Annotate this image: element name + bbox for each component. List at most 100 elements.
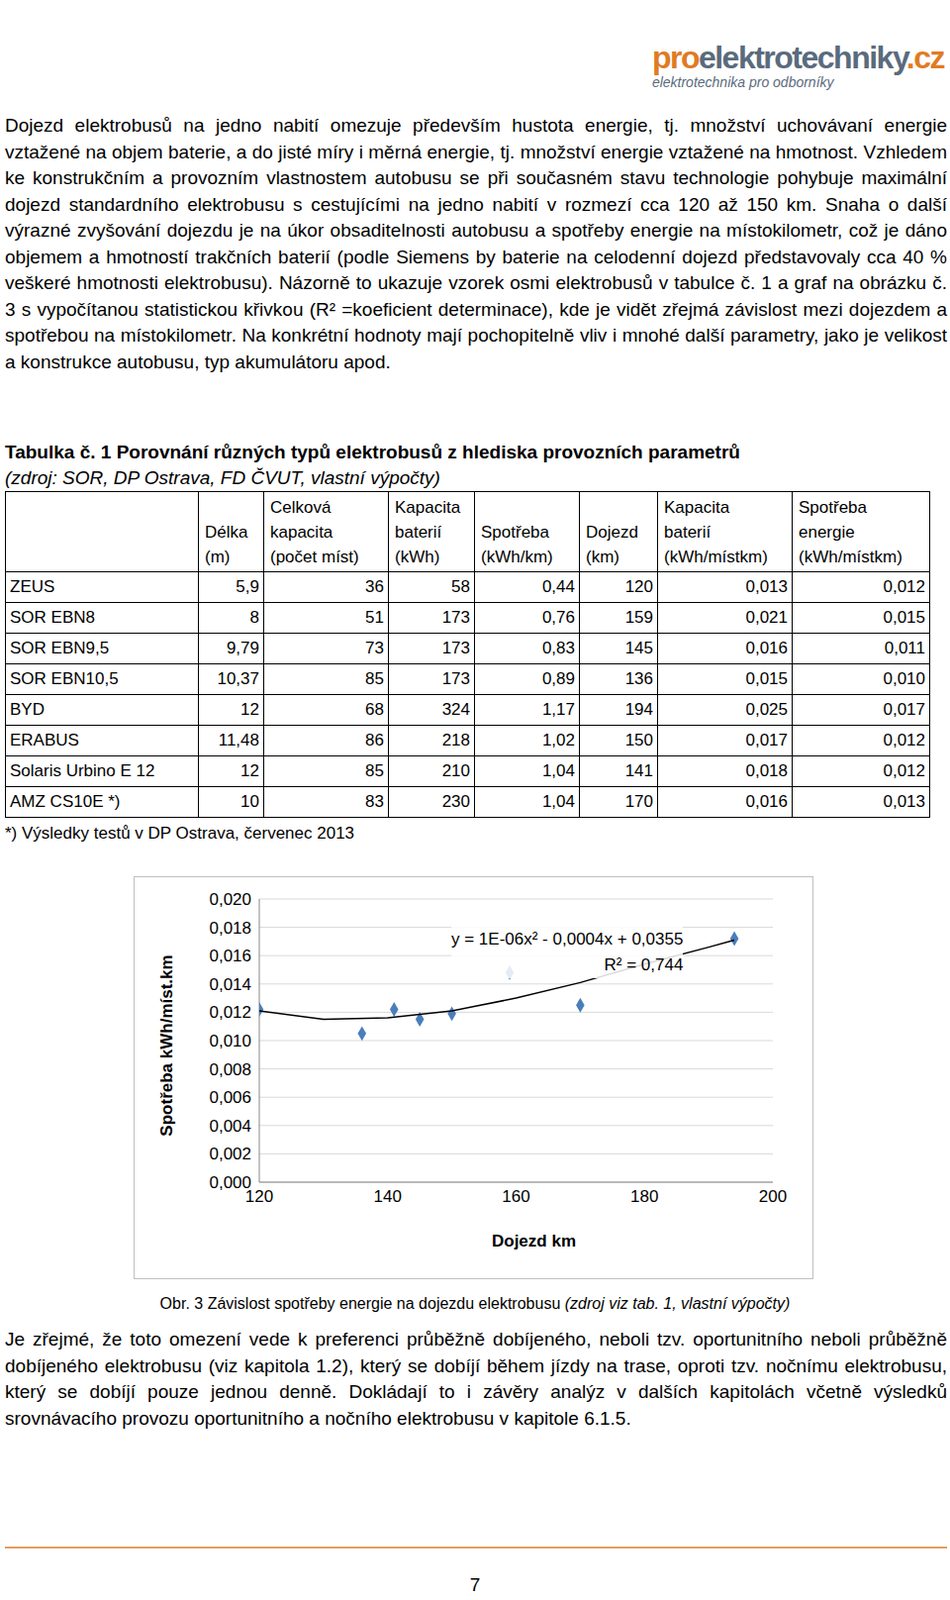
- svg-text:0,006: 0,006: [208, 1087, 252, 1107]
- html-text:(počet míst): (počet míst): [270, 547, 360, 567]
- html-text:y = 1E-06x² - 0,0004x + 0,0355: y = 1E-06x² - 0,0004x + 0,0355: [451, 929, 684, 949]
- html-text:*) Výsledky testů v DP Ostrava: *) Výsledky testů v DP Ostrava, červenec…: [4, 823, 355, 843]
- html-text:(m): (m): [204, 547, 231, 567]
- html-text:51: 51: [365, 607, 384, 627]
- html-text:Spotřeba: Spotřeba: [798, 497, 867, 517]
- html-text:173: 173: [441, 607, 471, 627]
- html-text:0,012: 0,012: [883, 576, 926, 596]
- html-text:210: 210: [441, 760, 471, 780]
- html-text:1,02: 1,02: [542, 730, 575, 750]
- html-text:SOR EBN8: SOR EBN8: [9, 607, 95, 627]
- html-text:0,011: 0,011: [884, 638, 926, 658]
- html-text:0,017: 0,017: [745, 730, 788, 750]
- html-text:Tabulka č. 1 Porovnání různých: Tabulka č. 1 Porovnání různých typů elek…: [4, 441, 741, 463]
- html-text:5,9: 5,9: [235, 576, 260, 596]
- html-text:0,017: 0,017: [883, 699, 926, 719]
- html-text:Dojezd: Dojezd: [585, 522, 639, 542]
- html-text:230: 230: [441, 791, 471, 811]
- html-text:12: 12: [240, 760, 260, 780]
- svg-text:0,008: 0,008: [208, 1059, 252, 1079]
- html-text:11,48: 11,48: [218, 730, 260, 750]
- html-text:145: 145: [625, 638, 654, 658]
- html-text:ZEUS: ZEUS: [9, 576, 55, 596]
- html-text:1,04: 1,04: [542, 760, 575, 780]
- html-text:(kWh/km): (kWh/km): [480, 547, 553, 567]
- html-text:baterií: baterií: [664, 522, 711, 542]
- html-text:Kapacita: Kapacita: [664, 497, 730, 517]
- html-text:9,79: 9,79: [226, 638, 260, 658]
- html-text:0,015: 0,015: [883, 607, 926, 627]
- html-text:12: 12: [240, 699, 260, 719]
- html-text:Dojezd elektrobusů na jedno na: Dojezd elektrobusů na jedno nabití omezu…: [4, 114, 948, 372]
- html-text:0,021: 0,021: [745, 607, 788, 627]
- html-text:Spotřeba: Spotřeba: [480, 522, 550, 542]
- html-text:36: 36: [365, 576, 384, 596]
- html-text:0,016: 0,016: [745, 638, 788, 658]
- html-text:1,04: 1,04: [542, 791, 575, 811]
- html-text:0,018: 0,018: [745, 760, 788, 780]
- html-text:pro elektrotechniky.cz: pro elektrotechniky.cz: [652, 39, 945, 76]
- svg-text:120: 120: [245, 1186, 274, 1206]
- html-text:0,012: 0,012: [883, 760, 926, 780]
- svg-text:0,012: 0,012: [208, 1002, 252, 1022]
- html-text:Délka: Délka: [204, 522, 248, 542]
- svg-text:160: 160: [501, 1186, 530, 1206]
- html-text:0,013: 0,013: [883, 791, 926, 811]
- html-text:173: 173: [441, 638, 471, 658]
- html-text:141: 141: [625, 760, 654, 780]
- html-text:10,37: 10,37: [217, 668, 260, 688]
- html-text:Celková: Celková: [270, 497, 331, 517]
- html-text:194: 194: [625, 699, 654, 719]
- html-text:(kWh/místkm): (kWh/místkm): [798, 547, 903, 567]
- svg-text:0,004: 0,004: [208, 1116, 252, 1136]
- html-text:BYD: BYD: [9, 699, 45, 719]
- html-text:energie: energie: [798, 522, 855, 542]
- html-text:Kapacita: Kapacita: [394, 497, 461, 517]
- html-text:324: 324: [441, 699, 471, 719]
- html-text:ERABUS: ERABUS: [9, 730, 80, 750]
- html-text:0,44: 0,44: [542, 576, 575, 596]
- svg-text:140: 140: [374, 1186, 402, 1206]
- html-text:159: 159: [625, 607, 654, 627]
- html-text:0,010: 0,010: [883, 668, 926, 688]
- html-text:SOR EBN10,5: SOR EBN10,5: [9, 668, 119, 688]
- html-text:(zdroj: SOR, DP Ostrava, FD ČV: (zdroj: SOR, DP Ostrava, FD ČVUT, vlastn…: [4, 467, 441, 488]
- html-text:218: 218: [441, 730, 471, 750]
- html-text:0,83: 0,83: [542, 638, 575, 658]
- svg-text:200: 200: [759, 1186, 787, 1206]
- html-text:Solaris Urbino E 12: Solaris Urbino E 12: [9, 760, 155, 780]
- html-text:1,17: 1,17: [542, 699, 575, 719]
- html-text:(kWh/místkm): (kWh/místkm): [664, 547, 768, 567]
- html-text:10: 10: [240, 791, 260, 811]
- html-text:0,013: 0,013: [745, 576, 788, 596]
- svg-text:0,018: 0,018: [208, 918, 252, 938]
- html-text:0,76: 0,76: [542, 607, 575, 627]
- svg-text:Spotřeba kWh/míst.km: Spotřeba kWh/míst.km: [157, 953, 177, 1136]
- svg-text:0,000: 0,000: [208, 1172, 252, 1192]
- html-text:0,016: 0,016: [745, 791, 788, 811]
- html-text:0,012: 0,012: [883, 730, 926, 750]
- html-text:0,025: 0,025: [745, 699, 788, 719]
- html-text:170: 170: [625, 791, 654, 811]
- html-text:kapacita: kapacita: [270, 522, 333, 542]
- svg-text:0,014: 0,014: [208, 974, 252, 994]
- svg-text:0,002: 0,002: [208, 1143, 252, 1163]
- html-text:AMZ CS10E *): AMZ CS10E *): [9, 791, 121, 811]
- html-text:(km): (km): [585, 547, 620, 567]
- html-text:Je zřejmé, že toto omezení ved: Je zřejmé, že toto omezení vede k prefer…: [4, 1328, 948, 1428]
- html-text:baterií: baterií: [394, 522, 442, 542]
- html-text:150: 150: [625, 730, 654, 750]
- svg-text:180: 180: [630, 1186, 659, 1206]
- svg-text:0,016: 0,016: [208, 946, 252, 965]
- html-text:0,89: 0,89: [542, 668, 575, 688]
- html-text:120: 120: [625, 576, 654, 596]
- html-text:(kWh): (kWh): [394, 547, 440, 567]
- html-text:58: 58: [451, 576, 471, 596]
- html-text:SOR EBN9,5: SOR EBN9,5: [9, 638, 110, 658]
- svg-text:0,020: 0,020: [208, 889, 252, 909]
- html-text:R² = 0,744: R² = 0,744: [604, 954, 684, 974]
- html-text:0,015: 0,015: [745, 668, 788, 688]
- svg-text:0,010: 0,010: [208, 1031, 252, 1050]
- html-text:173: 173: [441, 668, 471, 688]
- html-text:136: 136: [625, 668, 654, 688]
